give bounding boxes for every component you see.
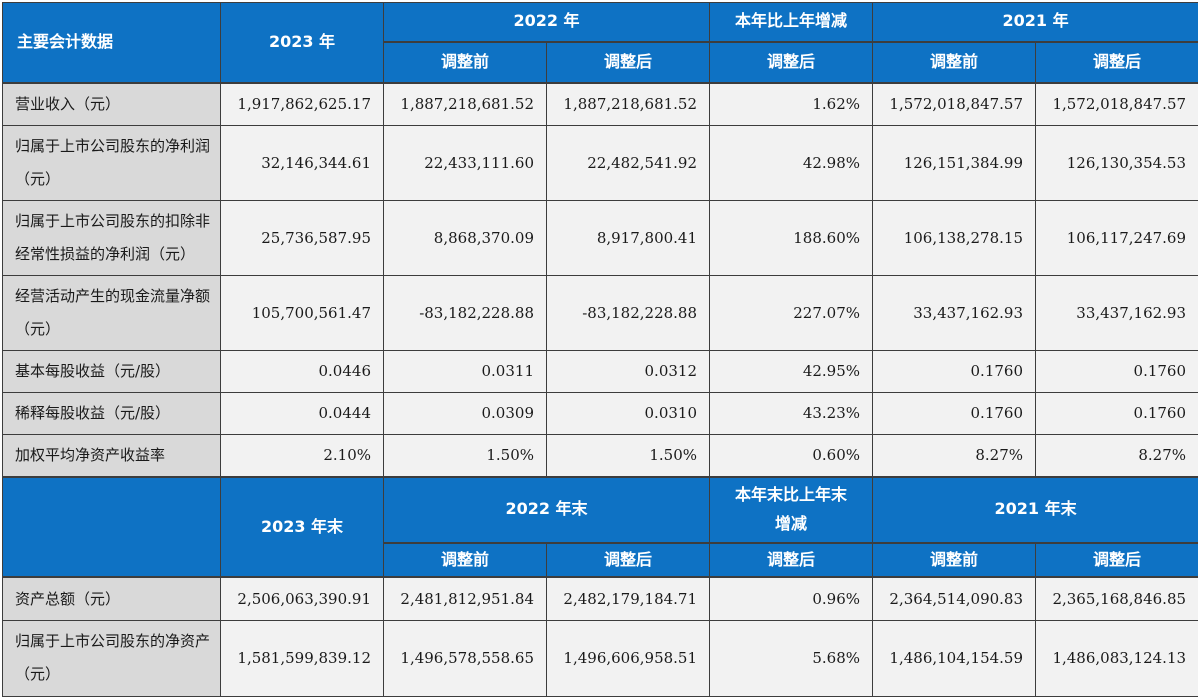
table-row: 归属于上市公司股东的净资产（元） 1,581,599,839.12 1,496,… xyxy=(3,620,1198,696)
cell-change: 5.68% xyxy=(710,620,873,696)
table-row: 稀释每股收益（元/股） 0.0444 0.0309 0.0310 43.23% … xyxy=(3,392,1198,434)
cell-2023: 2.10% xyxy=(221,434,384,477)
cell-2022-pre: -83,182,228.88 xyxy=(384,275,547,350)
subheader-2022-post: 调整后 xyxy=(547,42,710,83)
cell-2022-post: 1,887,218,681.52 xyxy=(547,83,710,126)
cell-change: 1.62% xyxy=(710,83,873,126)
col-header-2023: 2023 年 xyxy=(221,3,384,83)
cell-2021-pre: 1,572,018,847.57 xyxy=(873,83,1036,126)
cell-2021-post: 1,572,018,847.57 xyxy=(1036,83,1198,126)
col-header-2022-end: 2022 年末 xyxy=(384,477,710,543)
subheader-2022-pre: 调整前 xyxy=(384,42,547,83)
cell-2022-post: 1.50% xyxy=(547,434,710,477)
col-header-2023-end: 2023 年末 xyxy=(221,477,384,578)
row-label: 稀释每股收益（元/股） xyxy=(3,392,221,434)
cell-2021-pre: 0.1760 xyxy=(873,392,1036,434)
subheader-2021end-post: 调整后 xyxy=(1036,543,1198,578)
cell-2021-pre: 106,138,278.15 xyxy=(873,200,1036,275)
cell-2022-pre: 1,887,218,681.52 xyxy=(384,83,547,126)
cell-change: 0.60% xyxy=(710,434,873,477)
table-row: 经营活动产生的现金流量净额（元） 105,700,561.47 -83,182,… xyxy=(3,275,1198,350)
cell-2021-pre: 2,364,514,090.83 xyxy=(873,577,1036,620)
cell-2021-pre: 0.1760 xyxy=(873,350,1036,392)
cell-2021-post: 8.27% xyxy=(1036,434,1198,477)
col-header-2021-end: 2021 年末 xyxy=(873,477,1198,543)
cell-2022-pre: 22,433,111.60 xyxy=(384,125,547,200)
cell-2023: 0.0446 xyxy=(221,350,384,392)
col-header-2022: 2022 年 xyxy=(384,3,710,42)
cell-2022-pre: 0.0311 xyxy=(384,350,547,392)
cell-2022-post: 2,482,179,184.71 xyxy=(547,577,710,620)
cell-2022-pre: 2,481,812,951.84 xyxy=(384,577,547,620)
row-label: 归属于上市公司股东的扣除非经常性损益的净利润（元） xyxy=(3,200,221,275)
row-label: 归属于上市公司股东的净利润（元） xyxy=(3,125,221,200)
cell-2021-pre: 1,486,104,154.59 xyxy=(873,620,1036,696)
cell-2021-post: 126,130,354.53 xyxy=(1036,125,1198,200)
cell-change: 42.98% xyxy=(710,125,873,200)
cell-2021-pre: 126,151,384.99 xyxy=(873,125,1036,200)
table-row: 归属于上市公司股东的扣除非经常性损益的净利润（元） 25,736,587.95 … xyxy=(3,200,1198,275)
cell-change: 0.96% xyxy=(710,577,873,620)
subheader-2021end-pre: 调整前 xyxy=(873,543,1036,578)
subheader-2022end-post: 调整后 xyxy=(547,543,710,578)
section1-header-row-years: 主要会计数据 2023 年 2022 年 本年比上年增减 2021 年 xyxy=(3,3,1198,42)
table-row: 基本每股收益（元/股） 0.0446 0.0311 0.0312 42.95% … xyxy=(3,350,1198,392)
corner-empty-cell xyxy=(3,477,221,578)
cell-2022-post: 8,917,800.41 xyxy=(547,200,710,275)
cell-2021-post: 2,365,168,846.85 xyxy=(1036,577,1198,620)
col-header-change: 本年比上年增减 xyxy=(710,3,873,42)
subheader-changeend-post: 调整后 xyxy=(710,543,873,578)
cell-2023: 32,146,344.61 xyxy=(221,125,384,200)
cell-change: 43.23% xyxy=(710,392,873,434)
cell-2022-post: -83,182,228.88 xyxy=(547,275,710,350)
cell-2021-pre: 8.27% xyxy=(873,434,1036,477)
table-row: 归属于上市公司股东的净利润（元） 32,146,344.61 22,433,11… xyxy=(3,125,1198,200)
row-label: 营业收入（元） xyxy=(3,83,221,126)
cell-2022-pre: 1.50% xyxy=(384,434,547,477)
table-row: 加权平均净资产收益率 2.10% 1.50% 1.50% 0.60% 8.27%… xyxy=(3,434,1198,477)
cell-2021-post: 106,117,247.69 xyxy=(1036,200,1198,275)
cell-2023: 25,736,587.95 xyxy=(221,200,384,275)
cell-2022-post: 0.0310 xyxy=(547,392,710,434)
row-label: 基本每股收益（元/股） xyxy=(3,350,221,392)
subheader-2021-post: 调整后 xyxy=(1036,42,1198,83)
table-row: 营业收入（元） 1,917,862,625.17 1,887,218,681.5… xyxy=(3,83,1198,126)
cell-2022-pre: 0.0309 xyxy=(384,392,547,434)
cell-2021-pre: 33,437,162.93 xyxy=(873,275,1036,350)
cell-2022-post: 1,496,606,958.51 xyxy=(547,620,710,696)
cell-change: 227.07% xyxy=(710,275,873,350)
cell-2022-pre: 1,496,578,558.65 xyxy=(384,620,547,696)
cell-2023: 105,700,561.47 xyxy=(221,275,384,350)
col-header-change-end: 本年末比上年末增减 xyxy=(710,477,873,543)
cell-2023: 1,917,862,625.17 xyxy=(221,83,384,126)
col-header-2021: 2021 年 xyxy=(873,3,1198,42)
cell-2021-post: 0.1760 xyxy=(1036,350,1198,392)
subheader-2021-pre: 调整前 xyxy=(873,42,1036,83)
cell-change: 188.60% xyxy=(710,200,873,275)
table-row: 资产总额（元） 2,506,063,390.91 2,481,812,951.8… xyxy=(3,577,1198,620)
row-label: 加权平均净资产收益率 xyxy=(3,434,221,477)
subheader-change-post: 调整后 xyxy=(710,42,873,83)
section2-header-row-years: 2023 年末 2022 年末 本年末比上年末增减 2021 年末 xyxy=(3,477,1198,543)
subheader-2022end-pre: 调整前 xyxy=(384,543,547,578)
row-label: 经营活动产生的现金流量净额（元） xyxy=(3,275,221,350)
cell-2021-post: 0.1760 xyxy=(1036,392,1198,434)
cell-2021-post: 1,486,083,124.13 xyxy=(1036,620,1198,696)
cell-2022-pre: 8,868,370.09 xyxy=(384,200,547,275)
cell-2023: 2,506,063,390.91 xyxy=(221,577,384,620)
cell-2023: 0.0444 xyxy=(221,392,384,434)
cell-change: 42.95% xyxy=(710,350,873,392)
cell-2023: 1,581,599,839.12 xyxy=(221,620,384,696)
cell-2021-post: 33,437,162.93 xyxy=(1036,275,1198,350)
row-label: 归属于上市公司股东的净资产（元） xyxy=(3,620,221,696)
row-label: 资产总额（元） xyxy=(3,577,221,620)
table-title: 主要会计数据 xyxy=(3,3,221,83)
cell-2022-post: 0.0312 xyxy=(547,350,710,392)
cell-2022-post: 22,482,541.92 xyxy=(547,125,710,200)
